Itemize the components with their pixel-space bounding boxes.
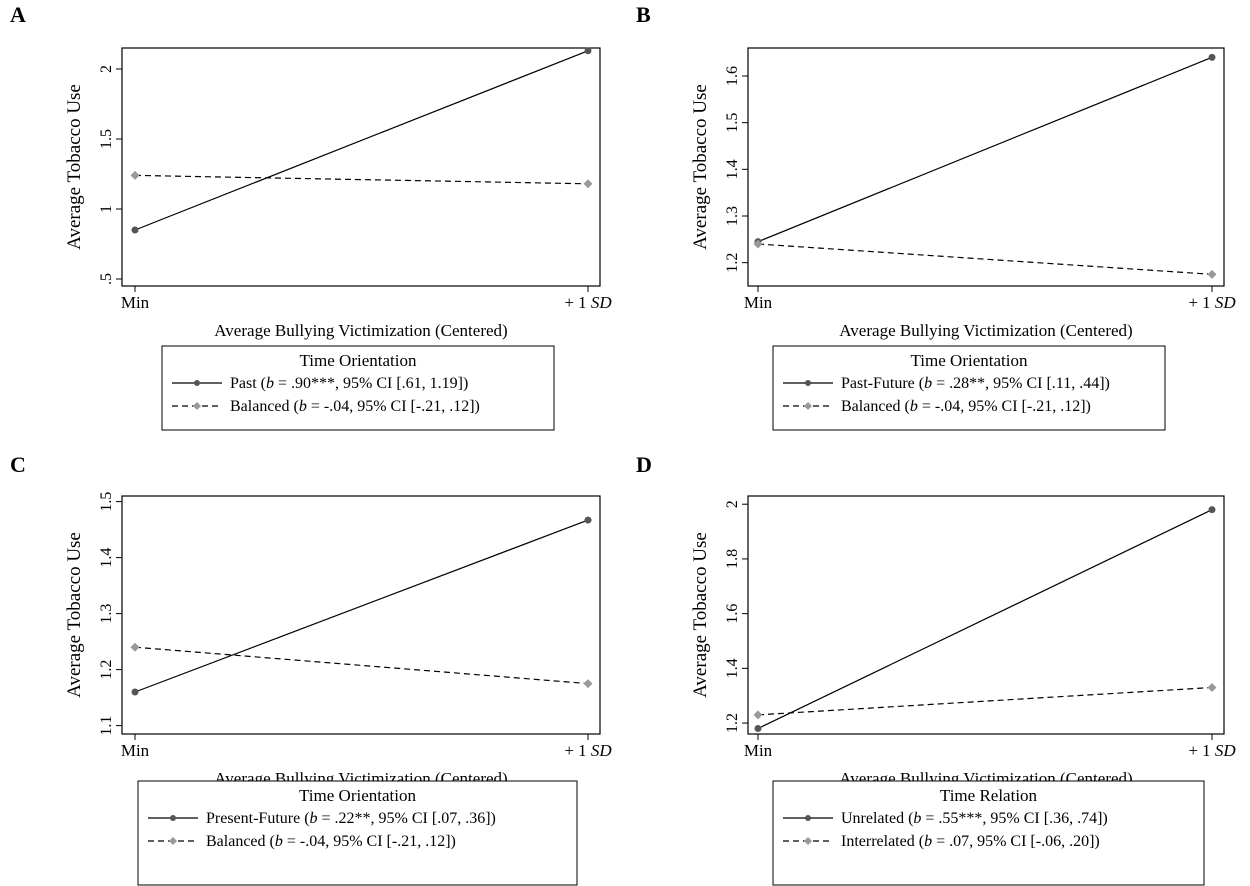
y-tick-label: 1.2 xyxy=(724,713,741,733)
data-point-unrelated xyxy=(754,725,762,733)
data-point-past-future xyxy=(1208,53,1216,61)
y-tick-label: 1.6 xyxy=(724,66,741,86)
series-line-balanced xyxy=(134,646,589,685)
plot-frame xyxy=(747,47,1225,287)
y-tick-label: 1.1 xyxy=(98,716,115,736)
legend: Time Orientation Present-Future (b = .22*… xyxy=(137,780,578,886)
legend-frame xyxy=(137,780,578,886)
plot-frame xyxy=(121,495,601,735)
legend-label: Interrelated (b = .07, 95% CI [-.06, .20… xyxy=(841,833,1100,850)
legend-label: Unrelated (b = .55***, 95% CI [.36, .74]… xyxy=(841,810,1108,827)
legend-marker xyxy=(805,815,811,821)
y-tick-label: 1.4 xyxy=(724,159,741,179)
y-tick-label: 1.3 xyxy=(724,206,741,226)
series-line-past xyxy=(134,50,589,231)
plot-frame xyxy=(121,47,601,287)
x-tick-label: Min xyxy=(121,741,150,760)
data-point-unrelated xyxy=(1208,506,1216,514)
y-tick-label: 1.5 xyxy=(98,129,115,149)
x-tick-label: + 1 SD xyxy=(1188,293,1236,312)
y-tick-label: 1.2 xyxy=(724,253,741,273)
data-point-balanced xyxy=(1207,269,1217,279)
panel-letter: B xyxy=(636,2,651,27)
series-line-balanced xyxy=(757,243,1213,275)
legend-label: Past-Future (b = .28**, 95% CI [.11, .44… xyxy=(841,375,1110,392)
legend-label: Balanced (b = -.04, 95% CI [-.21, .12]) xyxy=(841,398,1091,415)
panel-letter: A xyxy=(10,2,26,27)
legend-label: Present-Future (b = .22**, 95% CI [.07, … xyxy=(206,810,496,827)
plot-frame xyxy=(747,495,1225,735)
panel-letter: C xyxy=(10,452,26,477)
legend-frame xyxy=(772,345,1166,431)
data-point-balanced xyxy=(130,642,140,652)
legend-title: Time Orientation xyxy=(299,786,416,805)
legend: Time Orientation Past-Future (b = .28**, … xyxy=(772,345,1166,431)
data-point-past xyxy=(131,226,139,234)
series-line-interrelated xyxy=(757,686,1213,716)
panel-a: A .5 1 1.5 2 Average Tobacco Use Min + 1 SD Aver… xyxy=(10,2,612,431)
y-tick-label: 1.5 xyxy=(98,492,115,512)
legend-marker xyxy=(805,380,811,386)
y-tick-label: .5 xyxy=(98,273,115,285)
legend-marker xyxy=(804,837,812,845)
panel-d: D 1.2 1.4 1.6 1.8 2 Average Tobacco Use Min + 1 … xyxy=(636,452,1236,886)
legend-marker xyxy=(194,380,200,386)
data-point-balanced xyxy=(583,679,593,689)
legend-marker xyxy=(169,837,177,845)
legend-title: Time Orientation xyxy=(911,351,1028,370)
y-tick-label: 1.4 xyxy=(98,548,115,568)
data-point-balanced xyxy=(583,179,593,189)
panel-b: B 1.2 1.3 1.4 1.5 1.6 Average Tobacco Use Min + … xyxy=(636,2,1236,431)
data-point-interrelated xyxy=(1207,682,1217,692)
data-point-present-future xyxy=(131,688,139,696)
series-line-balanced xyxy=(134,174,589,185)
legend-label: Balanced (b = -.04, 95% CI [-.21, .12]) xyxy=(206,833,456,850)
legend-marker xyxy=(804,402,812,410)
x-axis-label: Average Bullying Victimization (Centered… xyxy=(839,321,1132,340)
y-tick-label: 1.6 xyxy=(724,604,741,624)
series-line-present-future xyxy=(134,519,589,693)
legend: Time Orientation Past (b = .90***, 95% CI… xyxy=(161,345,555,431)
legend-label: Balanced (b = -.04, 95% CI [-.21, .12]) xyxy=(230,398,480,415)
y-tick-label: 1.4 xyxy=(724,658,741,678)
y-tick-label: 2 xyxy=(724,500,741,508)
panel-c: C 1.1 1.2 1.3 1.4 1.5 Average Tobacco Use Min + … xyxy=(10,452,612,886)
x-tick-label: Min xyxy=(744,293,773,312)
x-axis-label: Average Bullying Victimization (Centered… xyxy=(214,321,507,340)
legend-label: Past (b = .90***, 95% CI [.61, 1.19]) xyxy=(230,375,468,392)
x-tick-label: + 1 SD xyxy=(1188,741,1236,760)
y-axis-label: Average Tobacco Use xyxy=(64,532,85,698)
series-line-unrelated xyxy=(757,509,1213,730)
legend: Time Relation Unrelated (b = .55***, 95% … xyxy=(772,780,1205,886)
panel-letter: D xyxy=(636,452,652,477)
y-axis-label: Average Tobacco Use xyxy=(690,532,711,698)
series-line-past-future xyxy=(757,56,1213,243)
legend-title: Time Relation xyxy=(940,786,1038,805)
y-tick-label: 1.3 xyxy=(98,604,115,624)
x-tick-label: Min xyxy=(744,741,773,760)
data-point-past xyxy=(584,47,592,55)
x-tick-label: + 1 SD xyxy=(564,741,612,760)
data-point-balanced xyxy=(753,239,763,249)
data-point-interrelated xyxy=(753,710,763,720)
data-point-balanced xyxy=(130,170,140,180)
legend-marker xyxy=(170,815,176,821)
y-axis-label: Average Tobacco Use xyxy=(64,84,85,250)
legend-frame xyxy=(161,345,555,431)
legend-frame xyxy=(772,780,1205,886)
y-tick-label: 1.8 xyxy=(724,549,741,569)
y-tick-label: 1.5 xyxy=(724,113,741,133)
legend-title: Time Orientation xyxy=(300,351,417,370)
x-tick-label: + 1 SD xyxy=(564,293,612,312)
y-axis-label: Average Tobacco Use xyxy=(690,84,711,250)
x-tick-label: Min xyxy=(121,293,150,312)
y-tick-label: 2 xyxy=(98,65,115,73)
y-tick-label: 1 xyxy=(98,205,115,213)
y-tick-label: 1.2 xyxy=(98,660,115,680)
data-point-present-future xyxy=(584,516,592,524)
legend-marker xyxy=(193,402,201,410)
